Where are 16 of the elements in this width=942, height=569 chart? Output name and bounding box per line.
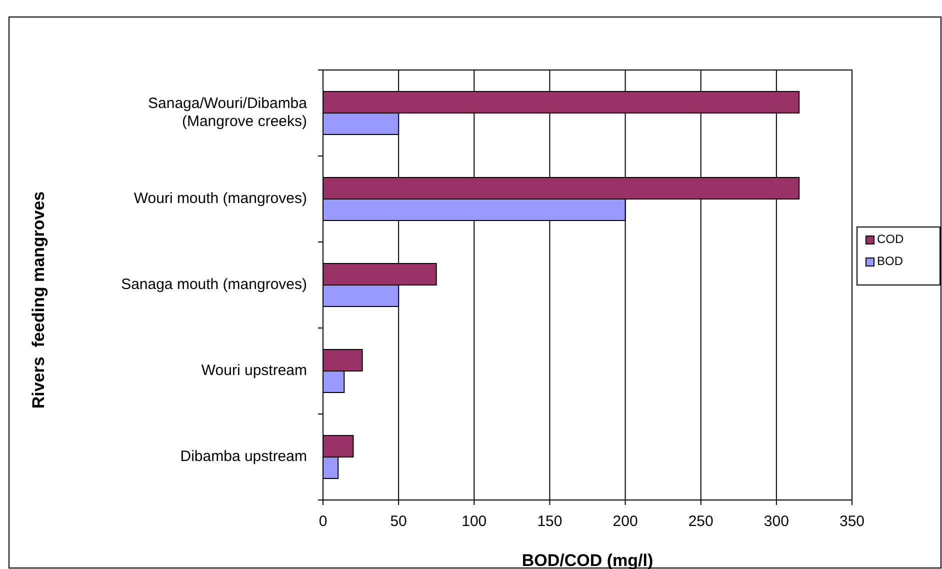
x-tick-label: 0 [318,513,328,530]
x-tick-label: 100 [462,513,487,530]
legend-label: COD [877,232,904,246]
y-tick-label: Sanaga/Wouri/Dibamba (Mangrove creeks) [148,94,308,130]
legend-label: BOD [877,254,904,268]
x-tick-label: 200 [612,513,638,530]
y-tick-label: Wouri upstream [201,362,307,379]
y-tick-label: Wouri mouth (mangroves) [134,190,307,207]
x-tick-label: 50 [390,513,407,530]
x-tick-label: 250 [688,513,714,530]
y-tick-label: Dibamba upstream [180,448,307,465]
x-tick-label: 300 [764,513,789,530]
y-axis-title: Rivers feeding mangroves [29,191,48,409]
x-tick-label: 150 [537,513,562,530]
y-tick-label: Sanaga mouth (mangroves) [121,276,307,293]
x-tick-label: 350 [839,513,865,530]
